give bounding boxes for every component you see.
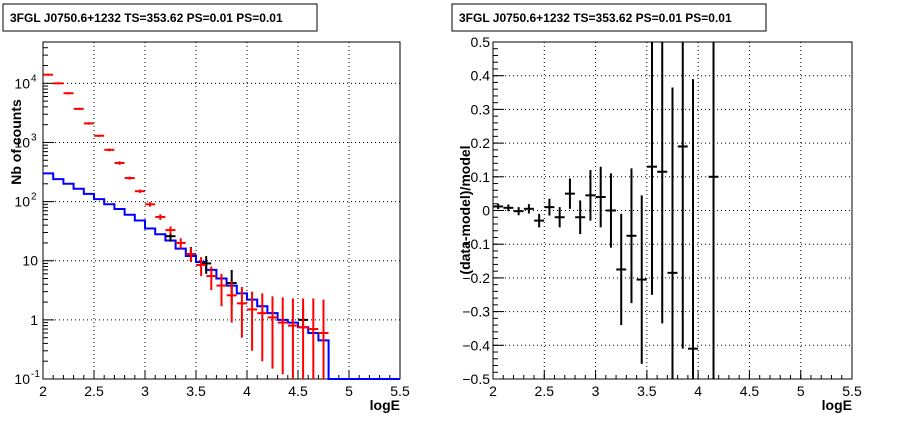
right-x-tick-label: 3 xyxy=(592,383,600,399)
left-x-tick-label: 2 xyxy=(39,383,47,399)
right-y-tick-label: 0.3 xyxy=(471,101,491,117)
right-y-tick-label: 0.5 xyxy=(471,34,491,50)
right-x-tick-label: 4.5 xyxy=(740,383,760,399)
right-grid xyxy=(493,42,852,379)
right-title-box xyxy=(451,3,767,32)
left-x-tick-label: 5.5 xyxy=(390,383,410,399)
left-y-tick-exponent: 4 xyxy=(31,73,37,84)
right-panel: 3FGL J0750.6+1232 TS=353.62 PS=0.01 PS=0… xyxy=(451,3,862,413)
right-y-tick-label: 0.1 xyxy=(471,169,491,185)
left-y-tick-exponent: 3 xyxy=(31,132,37,143)
left-data xyxy=(43,73,400,380)
right-data xyxy=(493,42,719,379)
right-x-tick-label: 4 xyxy=(694,383,702,399)
right-y-tick-label: −0.4 xyxy=(462,337,490,353)
left-y-tick-label: 1 xyxy=(30,312,38,328)
right-y-tick-label: 0.2 xyxy=(471,135,491,151)
right-x-tick-label: 2 xyxy=(489,383,497,399)
right-y-tick-label: −0.5 xyxy=(462,371,490,387)
right-x-tick-label: 5.5 xyxy=(842,383,862,399)
left-yaxis-title: Nb of counts xyxy=(8,99,24,185)
left-x-tick-label: 4 xyxy=(243,383,251,399)
left-y-tick-label: 10 xyxy=(22,253,38,269)
left-y-tick-label: 10 xyxy=(14,134,30,150)
right-x-tick-label: 5 xyxy=(797,383,805,399)
right-y-tick-label: −0.2 xyxy=(462,270,490,286)
right-y-tick-label: 0 xyxy=(482,203,490,219)
left-panel: 3FGL J0750.6+1232 TS=353.62 PS=0.01 PS=0… xyxy=(2,3,410,413)
left-x-tick-label: 2.5 xyxy=(84,383,104,399)
left-y-tick-exponent: 2 xyxy=(31,192,37,203)
left-x-tick-label: 5 xyxy=(345,383,353,399)
left-title-box xyxy=(2,3,318,32)
left-y-tick-exponent: -1 xyxy=(31,369,40,380)
right-y-tick-label: −0.3 xyxy=(462,304,490,320)
left-y-tick-label: 10 xyxy=(14,194,30,210)
right-ticks: 2 2.5 3 3.5 4 4.5 5 5.5 −0.5 −0.4 −0.3 −0.2 −0.1 0 0.1… xyxy=(462,34,862,399)
right-xaxis-title: logE xyxy=(822,397,852,413)
left-x-tick-label: 3.5 xyxy=(186,383,206,399)
left-grid xyxy=(43,42,400,379)
left-x-tick-label: 3 xyxy=(141,383,149,399)
left-chart-title: 3FGL J0750.6+1232 TS=353.62 PS=0.01 PS=0… xyxy=(10,11,283,25)
right-y-tick-label: −0.1 xyxy=(462,236,490,252)
left-y-tick-label: 10 xyxy=(14,75,30,91)
left-y-tick-label: 10 xyxy=(14,371,30,387)
left-x-tick-label: 4.5 xyxy=(288,383,308,399)
right-x-tick-label: 2.5 xyxy=(535,383,555,399)
left-plot-frame xyxy=(42,41,401,380)
right-y-tick-label: 0.4 xyxy=(471,68,491,84)
left-xaxis-title: logE xyxy=(370,397,400,413)
right-yaxis-title: (data-model)/model xyxy=(457,145,473,274)
right-chart-title: 3FGL J0750.6+1232 TS=353.62 PS=0.01 PS=0… xyxy=(459,11,732,25)
right-x-tick-label: 3.5 xyxy=(637,383,657,399)
